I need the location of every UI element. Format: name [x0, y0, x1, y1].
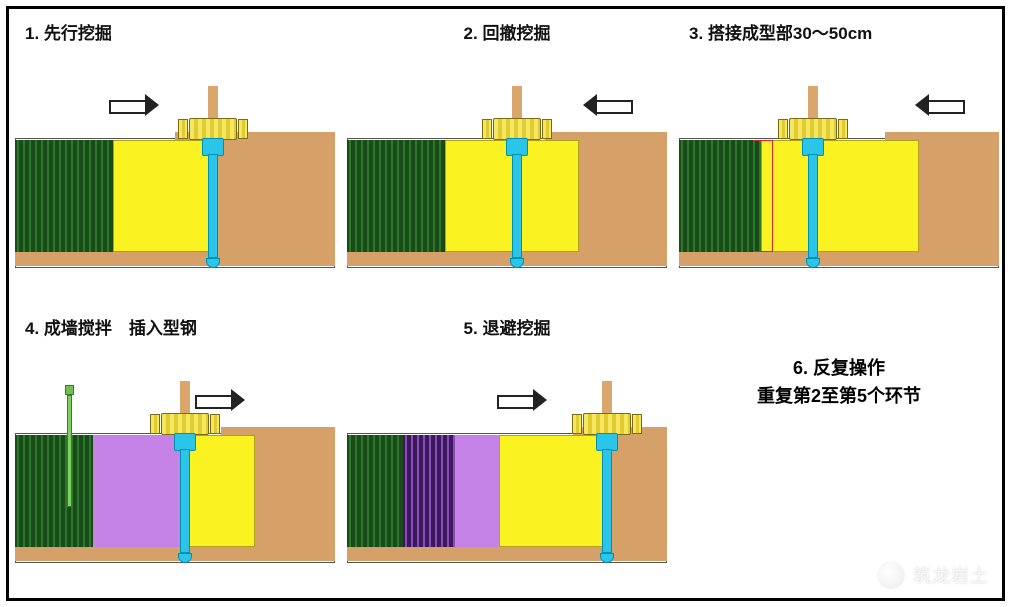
- panel-1: 1. 先行挖掘: [9, 9, 341, 304]
- diagram-1: [15, 48, 335, 263]
- panel-2: 2. 回撤挖掘: [341, 9, 673, 304]
- diagram-5: [347, 343, 667, 558]
- panel-title: 6. 反复操作: [673, 354, 1005, 382]
- panel-title: 4. 成墙搅拌 插入型钢: [25, 314, 335, 339]
- panel-title: 3. 搭接成型部30～50cm: [689, 19, 999, 44]
- panel-title: 5. 退避挖掘: [347, 314, 667, 339]
- panel-title: 2. 回撤挖掘: [347, 19, 667, 44]
- diagram-4: [15, 343, 335, 558]
- panel-6-text: 6. 反复操作 重复第2至第5个环节: [673, 354, 1005, 410]
- outer-frame: 1. 先行挖掘 2. 回撤挖掘 3. 搭接成型部30～50cm 4. 成墙搅拌 …: [6, 6, 1005, 601]
- panel-4: 4. 成墙搅拌 插入型钢: [9, 304, 341, 599]
- wechat-icon: [877, 561, 905, 589]
- diagram-3: [679, 48, 999, 263]
- panel-title: 1. 先行挖掘: [25, 19, 335, 44]
- panel-subtitle: 重复第2至第5个环节: [673, 382, 1005, 410]
- panel-5: 5. 退避挖掘: [341, 304, 673, 599]
- panel-6: 6. 反复操作 重复第2至第5个环节: [673, 304, 1005, 599]
- diagram-2: [347, 48, 667, 263]
- watermark: 筑龙岩土: [877, 561, 989, 589]
- panel-3: 3. 搭接成型部30～50cm: [673, 9, 1005, 304]
- panel-grid: 1. 先行挖掘 2. 回撤挖掘 3. 搭接成型部30～50cm 4. 成墙搅拌 …: [9, 9, 1002, 598]
- watermark-text: 筑龙岩土: [913, 562, 989, 588]
